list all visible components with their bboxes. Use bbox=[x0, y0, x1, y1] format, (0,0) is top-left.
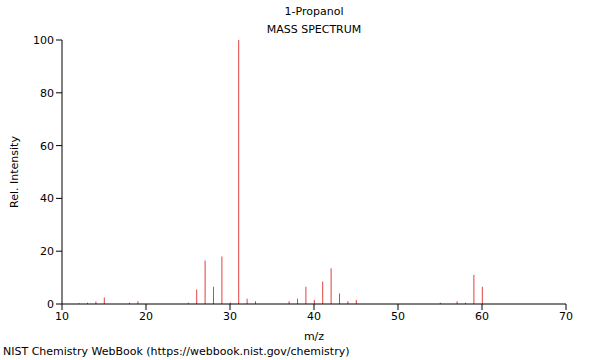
html-text:1-Propanol: 1-Propanol bbox=[284, 5, 344, 18]
svg-text:40: 40 bbox=[40, 192, 54, 205]
svg-text:0: 0 bbox=[47, 298, 54, 311]
svg-text:100: 100 bbox=[33, 34, 54, 47]
svg-text:10: 10 bbox=[55, 310, 69, 323]
svg-text:70: 70 bbox=[559, 310, 573, 323]
svg-text:30: 30 bbox=[223, 310, 237, 323]
svg-text:40: 40 bbox=[307, 310, 321, 323]
svg-text:m/z: m/z bbox=[304, 330, 324, 343]
html-text:NIST Chemistry WebBook (https:: NIST Chemistry WebBook (https://webbook.… bbox=[3, 345, 350, 358]
svg-text:60: 60 bbox=[475, 310, 489, 323]
svg-text:20: 20 bbox=[139, 310, 153, 323]
svg-text:60: 60 bbox=[40, 140, 54, 153]
svg-text:20: 20 bbox=[40, 245, 54, 258]
svg-text:Rel. Intensity: Rel. Intensity bbox=[8, 136, 21, 208]
svg-text:50: 50 bbox=[391, 310, 405, 323]
svg-text:80: 80 bbox=[40, 87, 54, 100]
html-text:MASS SPECTRUM: MASS SPECTRUM bbox=[266, 23, 362, 36]
